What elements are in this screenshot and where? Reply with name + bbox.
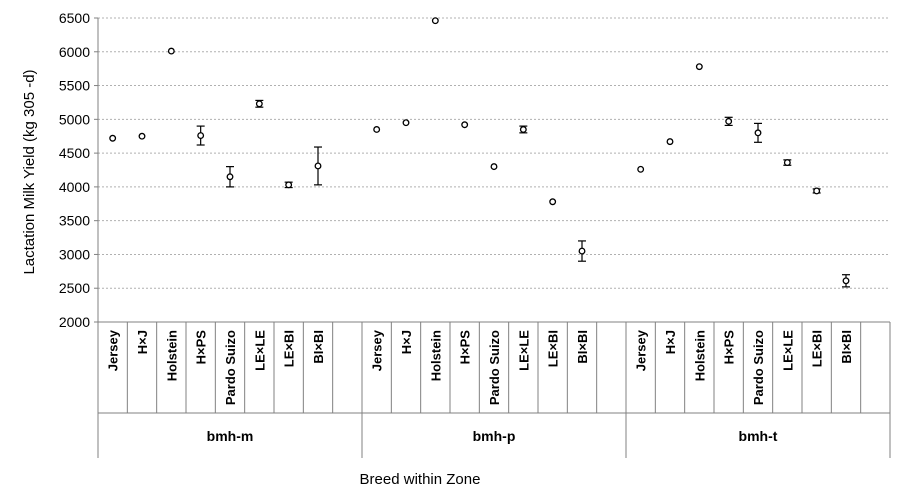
category-label: H×PS xyxy=(194,330,209,365)
gridlines xyxy=(98,17,890,289)
y-tick-label: 2500 xyxy=(59,280,90,296)
category-label: H×PS xyxy=(722,330,737,365)
data-point xyxy=(138,132,146,140)
y-tick-label: 5500 xyxy=(59,78,90,94)
category-label: Pardo Suizo xyxy=(223,330,238,405)
category-label: BI×BI xyxy=(839,330,854,364)
category-label: LE×LE xyxy=(516,330,531,371)
y-tick-label: 6000 xyxy=(59,44,90,60)
data-point xyxy=(226,173,234,181)
category-label: BI×BI xyxy=(311,330,326,364)
axes xyxy=(94,17,891,458)
data-point xyxy=(167,47,175,55)
data-point xyxy=(255,100,263,108)
data-point xyxy=(109,134,117,142)
y-tick-label: 4500 xyxy=(59,145,90,161)
data-point xyxy=(519,126,527,133)
y-tick-label: 5000 xyxy=(59,111,90,127)
y-tick-labels: 2000 2500 3000 3500 4000 4500 5000 5500 6000 6500 xyxy=(59,10,90,330)
data-point xyxy=(314,162,322,170)
category-label: Pardo Suizo xyxy=(487,330,502,405)
data-point xyxy=(285,181,293,189)
category-label: H×PS xyxy=(458,330,473,365)
category-label: Pardo Suizo xyxy=(751,330,766,405)
category-labels: Jersey H×J Holstein H×PS Pardo Suizo LE×LE LE×… xyxy=(106,329,854,405)
zone-label: bmh-m xyxy=(207,428,254,444)
y-tick-label: 3500 xyxy=(59,213,90,229)
data-point xyxy=(783,159,791,167)
data-point xyxy=(490,163,498,171)
data-point xyxy=(373,126,381,133)
data-point xyxy=(725,117,733,125)
category-label: H×J xyxy=(399,330,414,354)
category-label: H×J xyxy=(135,330,150,354)
category-label: LE×BI xyxy=(546,330,561,367)
category-label: LE×LE xyxy=(780,330,795,371)
data-point xyxy=(549,198,557,206)
y-tick-label: 3000 xyxy=(59,246,90,262)
zone-label: bmh-t xyxy=(739,428,778,444)
category-label: Holstein xyxy=(164,330,179,381)
data-point xyxy=(461,121,469,129)
category-label: Jersey xyxy=(634,329,649,371)
data-points xyxy=(109,17,850,288)
category-label: Holstein xyxy=(692,330,707,381)
data-point xyxy=(197,132,205,139)
category-label: LE×BI xyxy=(810,330,825,367)
category-label: Jersey xyxy=(106,329,121,371)
category-label: BI×BI xyxy=(575,330,590,364)
data-point xyxy=(637,165,645,173)
category-label: LE×BI xyxy=(282,330,297,367)
data-point xyxy=(842,277,850,285)
data-point xyxy=(754,129,762,137)
y-tick-label: 6500 xyxy=(59,10,90,26)
category-label: Holstein xyxy=(428,330,443,381)
category-label: Jersey xyxy=(370,329,385,371)
data-point xyxy=(578,247,586,255)
y-axis-title: Lactation Milk Yield (kg 305 -d) xyxy=(21,69,38,274)
y-tick-label: 2000 xyxy=(59,314,90,330)
zone-labels: bmh-m bmh-p bmh-t xyxy=(207,428,778,444)
data-point xyxy=(666,138,674,146)
category-label: H×J xyxy=(663,330,678,354)
zone-label: bmh-p xyxy=(473,428,516,444)
data-point xyxy=(695,63,703,71)
y-tick-label: 4000 xyxy=(59,179,90,195)
data-point xyxy=(431,17,439,25)
data-point xyxy=(402,119,410,127)
data-point xyxy=(813,187,821,195)
x-axis-title: Breed within Zone xyxy=(360,471,481,488)
category-label: LE×LE xyxy=(252,330,267,371)
